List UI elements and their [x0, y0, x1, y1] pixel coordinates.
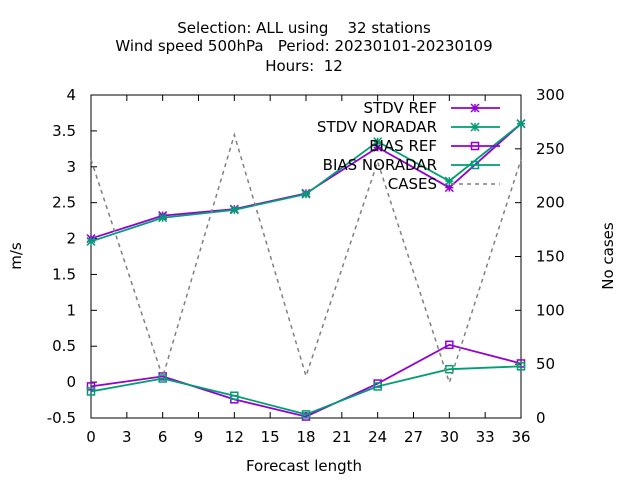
y2-tick-label: 150	[536, 248, 565, 266]
data-point-stdv-noradar	[301, 189, 311, 199]
y2-axis-label: No cases	[599, 222, 617, 290]
data-point-bias-noradar	[516, 362, 526, 371]
x-tick-label: 18	[296, 428, 315, 446]
legend-label: CASES	[388, 175, 437, 193]
legend-marker	[470, 160, 480, 170]
legend-item-stdv-ref: STDV REF	[363, 99, 500, 117]
x-tick-label: 15	[261, 428, 280, 446]
legend-marker	[470, 122, 480, 132]
x-tick-label: 33	[476, 428, 495, 446]
x-tick-label: 3	[122, 428, 132, 446]
data-point-stdv-noradar	[158, 213, 168, 223]
legend-label: STDV REF	[363, 99, 437, 117]
legend-item-bias-ref: BIAS REF	[369, 137, 500, 155]
x-tick-label: 12	[225, 428, 244, 446]
x-tick-label: 21	[332, 428, 351, 446]
legend-marker	[470, 141, 480, 151]
x-axis-label: Forecast length	[246, 457, 362, 475]
chart-title: Selection: ALL using 32 stations Wind sp…	[115, 19, 492, 75]
series-bias-noradar	[86, 362, 526, 419]
y-tick-label: 3	[66, 158, 76, 176]
x-tick-label: 9	[194, 428, 204, 446]
y-axis-label: m/s	[7, 242, 25, 270]
legend-item-cases: CASES	[388, 175, 500, 193]
series-line-bias-ref	[90, 343, 522, 418]
data-point-bias-ref	[445, 340, 454, 350]
legend-item-stdv-noradar: STDV NORADAR	[317, 118, 500, 136]
legend-label: BIAS REF	[369, 137, 437, 155]
y-tick-label: 1	[66, 301, 76, 319]
y-axis-right: 0 50 100 150 200 250 300	[515, 86, 565, 427]
y-tick-label: 4	[66, 86, 76, 104]
legend-item-bias-noradar: BIAS NORADAR	[323, 156, 500, 174]
y-tick-label: 2	[66, 230, 76, 248]
data-point-bias-noradar	[373, 382, 382, 391]
series-line-stdv-ref	[90, 123, 522, 240]
series-line-stdv-noradar	[90, 123, 522, 243]
y2-tick-label: 100	[536, 301, 565, 319]
x-tick-label: 0	[86, 428, 96, 446]
y2-tick-label: 250	[536, 140, 565, 158]
series-stdv-noradar	[86, 119, 526, 246]
y-tick-label: 0.5	[52, 337, 76, 355]
data-point-stdv-noradar	[516, 119, 526, 129]
y2-tick-label: 300	[536, 86, 565, 104]
legend-label: BIAS NORADAR	[323, 156, 437, 174]
x-tick-label: 30	[440, 428, 459, 446]
y-tick-label: 0	[66, 373, 76, 391]
data-point-bias-noradar	[301, 410, 311, 419]
y-tick-label: -0.5	[47, 409, 76, 427]
data-point-stdv-noradar	[86, 236, 96, 246]
series-line-bias-noradar	[90, 365, 522, 416]
y-tick-label: 1.5	[52, 265, 76, 283]
title-line-2: Wind speed 500hPa Period: 20230101-20230…	[115, 37, 492, 55]
series-stdv-ref	[86, 119, 526, 244]
data-point-bias-noradar	[445, 364, 454, 374]
x-tick-label: 24	[368, 428, 387, 446]
x-tick-label: 36	[511, 428, 530, 446]
data-point-bias-noradar	[86, 387, 96, 396]
y-tick-label: 3.5	[52, 122, 76, 140]
y2-tick-label: 200	[536, 194, 565, 212]
legend-label: STDV NORADAR	[317, 118, 437, 136]
data-point-bias-noradar	[230, 391, 239, 400]
title-line-1: Selection: ALL using 32 stations	[177, 19, 431, 37]
x-axis: 0 3 6 9 12 15 18 21 24 27 30 33 36	[86, 95, 531, 446]
series-layer	[86, 119, 526, 421]
title-line-3: Hours: 12	[265, 57, 343, 75]
y2-tick-label: 50	[536, 355, 555, 373]
x-tick-label: 6	[158, 428, 168, 446]
x-tick-label: 27	[404, 428, 423, 446]
series-line-cases	[90, 132, 522, 385]
data-point-bias-ref	[86, 382, 96, 391]
y2-tick-label: 0	[536, 409, 546, 427]
data-point-stdv-noradar	[373, 137, 383, 147]
legend-marker	[470, 103, 480, 113]
y-tick-label: 2.5	[52, 194, 76, 212]
data-point-stdv-noradar	[229, 205, 239, 215]
y-axis-left: -0.5 0 0.5 1 1.5 2 2.5 3 3.5 4	[47, 86, 97, 427]
series-cases	[90, 132, 522, 385]
